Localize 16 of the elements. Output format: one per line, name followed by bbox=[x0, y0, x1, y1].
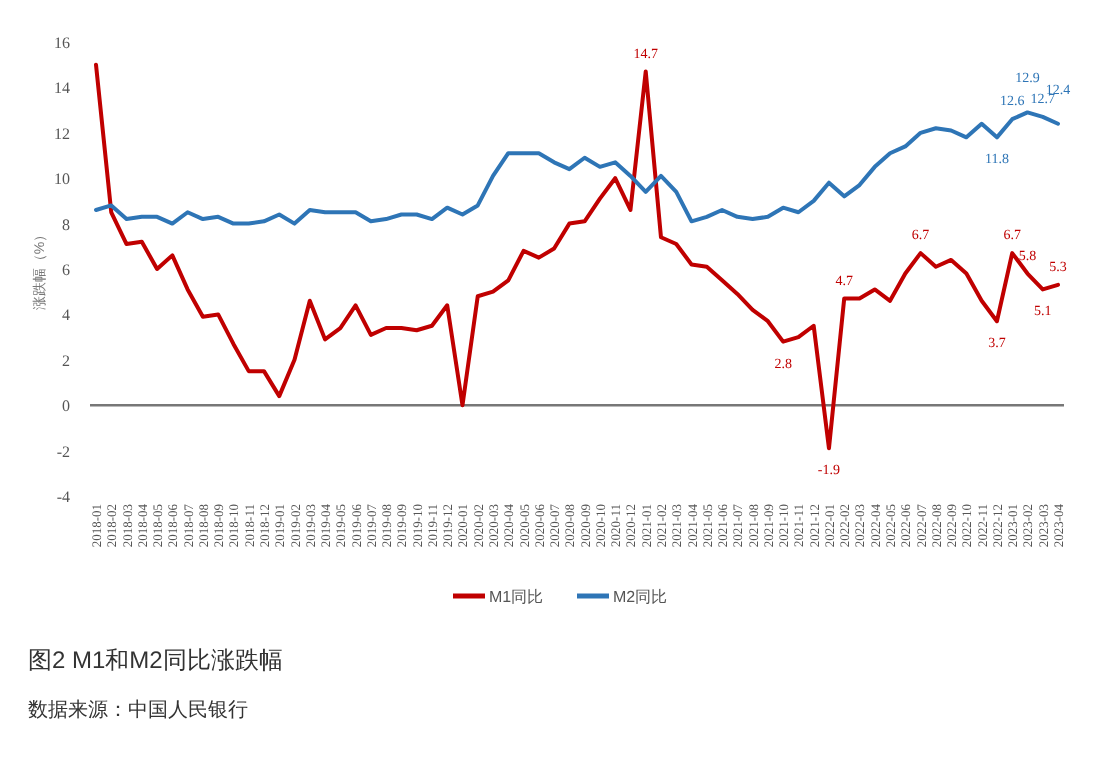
y-tick-label: -4 bbox=[56, 488, 70, 506]
y-tick-label: 2 bbox=[62, 351, 70, 370]
text: 图2 M1和M2同比涨跌幅 bbox=[28, 646, 283, 674]
y-tick-label: 0 bbox=[62, 397, 70, 416]
y-tick-label: 10 bbox=[54, 170, 70, 189]
y-tick-label: 6 bbox=[62, 261, 70, 279]
y-tick-label: 8 bbox=[62, 215, 70, 234]
y-tick-label: 4 bbox=[62, 306, 70, 325]
y-tick-label: 14 bbox=[54, 79, 70, 98]
y-tick-label: -2 bbox=[56, 442, 70, 461]
line-series bbox=[94, 110, 1060, 226]
y-tick-label: 12 bbox=[54, 124, 70, 143]
source-note: 数据来源：中国人民银行 bbox=[28, 698, 248, 722]
y-tick-label: 16 bbox=[54, 34, 70, 52]
legend-label: M2同比 bbox=[613, 588, 668, 606]
legend-label: M1同比 bbox=[489, 588, 544, 606]
